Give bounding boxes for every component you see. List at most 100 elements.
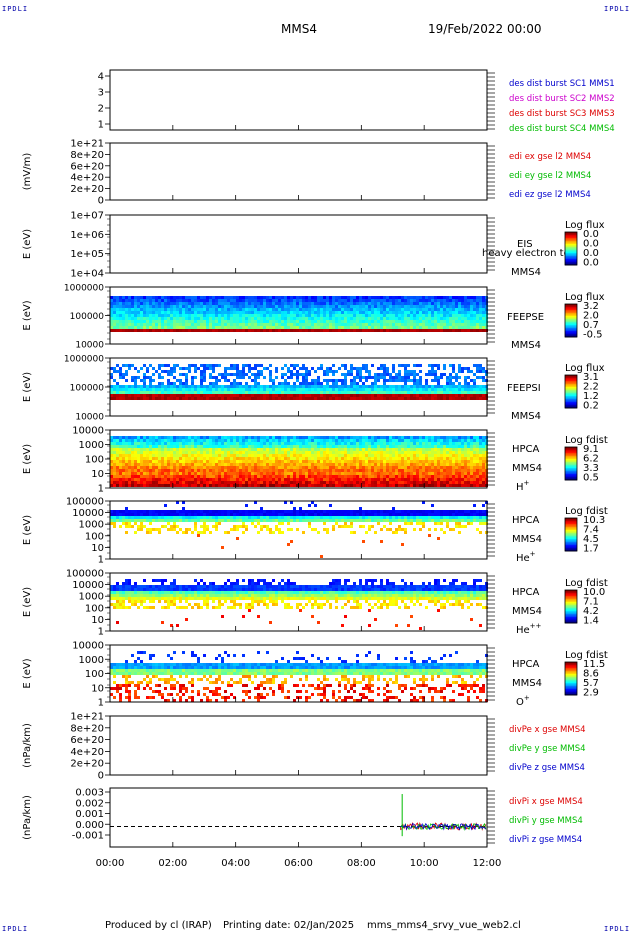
heatmap-cell: [455, 454, 458, 457]
heatmap-cell: [467, 323, 470, 326]
heatmap-cell: [317, 314, 320, 317]
heatmap-cell: [236, 326, 239, 329]
heatmap-cell: [413, 454, 416, 457]
heatmap-cell: [179, 329, 182, 332]
heatmap-cell: [389, 454, 392, 457]
heatmap-cell: [143, 388, 146, 391]
heatmap-cell: [341, 481, 344, 484]
heatmap-cell: [440, 388, 443, 391]
heatmap-cell: [332, 329, 335, 332]
heatmap-cell: [287, 475, 290, 478]
heatmap-cell: [344, 445, 347, 448]
heatmap-cell: [158, 305, 161, 308]
heatmap-cell: [194, 436, 197, 439]
heatmap-cell: [167, 454, 170, 457]
heatmap-cell: [326, 394, 329, 397]
heatmap-cell: [212, 302, 215, 305]
heatmap-cell: [227, 451, 230, 454]
heatmap-cell: [476, 454, 479, 457]
heatmap-cell: [173, 439, 176, 442]
heatmap-cell: [431, 373, 434, 376]
heatmap-cell: [365, 460, 368, 463]
heatmap-cell: [116, 457, 119, 460]
heatmap-cell: [296, 442, 299, 445]
heatmap-cell: [347, 305, 350, 308]
heatmap-cell: [245, 299, 248, 302]
heatmap-cell: [365, 484, 368, 487]
heatmap-cell: [116, 448, 119, 451]
heatmap-cell: [152, 367, 155, 370]
heatmap-cell: [284, 478, 287, 481]
heatmap-cell: [179, 460, 182, 463]
heatmap-cell: [281, 475, 284, 478]
heatmap-cell: [395, 445, 398, 448]
heatmap-cell: [326, 320, 329, 323]
heatmap-cell: [146, 445, 149, 448]
heatmap-cell: [317, 311, 320, 314]
heatmap-cell: [407, 314, 410, 317]
y-axis-label: E (eV): [22, 372, 33, 402]
heatmap-cell: [302, 454, 305, 457]
heatmap-cell: [464, 323, 467, 326]
heatmap-cell: [314, 397, 317, 400]
heatmap-cell: [446, 299, 449, 302]
heatmap-cell: [131, 481, 134, 484]
heatmap-cell: [422, 323, 425, 326]
heatmap-cell: [212, 394, 215, 397]
heatmap-cell: [461, 481, 464, 484]
heatmap-cell: [380, 364, 383, 367]
heatmap-cell: [425, 445, 428, 448]
heatmap-cell: [248, 364, 251, 367]
heatmap-cell: [221, 388, 224, 391]
heatmap-cell: [398, 472, 401, 475]
heatmap-cell: [227, 367, 230, 370]
heatmap-cell: [209, 308, 212, 311]
heatmap-cell: [116, 463, 119, 466]
heatmap-cell: [449, 466, 452, 469]
heatmap-cell: [182, 320, 185, 323]
heatmap-cell: [269, 469, 272, 472]
heatmap-cell: [470, 370, 473, 373]
heatmap-cell: [299, 391, 302, 394]
heatmap-cell: [293, 388, 296, 391]
heatmap-cell: [470, 314, 473, 317]
heatmap-cell: [431, 448, 434, 451]
heatmap-cell: [362, 364, 365, 367]
heatmap-cell: [326, 436, 329, 439]
heatmap-cell: [152, 469, 155, 472]
heatmap-cell: [200, 469, 203, 472]
heatmap-cell: [239, 454, 242, 457]
heatmap-cell: [404, 364, 407, 367]
heatmap-cell: [110, 442, 113, 445]
heatmap-cell: [269, 397, 272, 400]
heatmap-cell: [242, 448, 245, 451]
heatmap-cell: [440, 305, 443, 308]
heatmap-cell: [218, 484, 221, 487]
heatmap-cell: [239, 376, 242, 379]
heatmap-cell: [365, 475, 368, 478]
heatmap-cell: [173, 451, 176, 454]
heatmap-cell: [248, 442, 251, 445]
heatmap-cell: [338, 388, 341, 391]
heatmap-cell: [350, 394, 353, 397]
heatmap-cell: [155, 388, 158, 391]
heatmap-cell: [122, 463, 125, 466]
heatmap-cell: [230, 457, 233, 460]
heatmap-cell: [359, 367, 362, 370]
heatmap-cell: [254, 481, 257, 484]
heatmap-cell: [161, 299, 164, 302]
heatmap-cell: [350, 299, 353, 302]
heatmap-cell: [170, 308, 173, 311]
heatmap-cell: [128, 394, 131, 397]
heatmap-cell: [377, 460, 380, 463]
heatmap-cell: [143, 385, 146, 388]
heatmap-cell: [140, 463, 143, 466]
heatmap-cell: [410, 463, 413, 466]
heatmap-cell: [383, 451, 386, 454]
heatmap-cell: [308, 451, 311, 454]
heatmap-cell: [185, 329, 188, 332]
heatmap-cell: [359, 379, 362, 382]
heatmap-cell: [218, 451, 221, 454]
heatmap-cell: [206, 320, 209, 323]
heatmap-cell: [191, 299, 194, 302]
